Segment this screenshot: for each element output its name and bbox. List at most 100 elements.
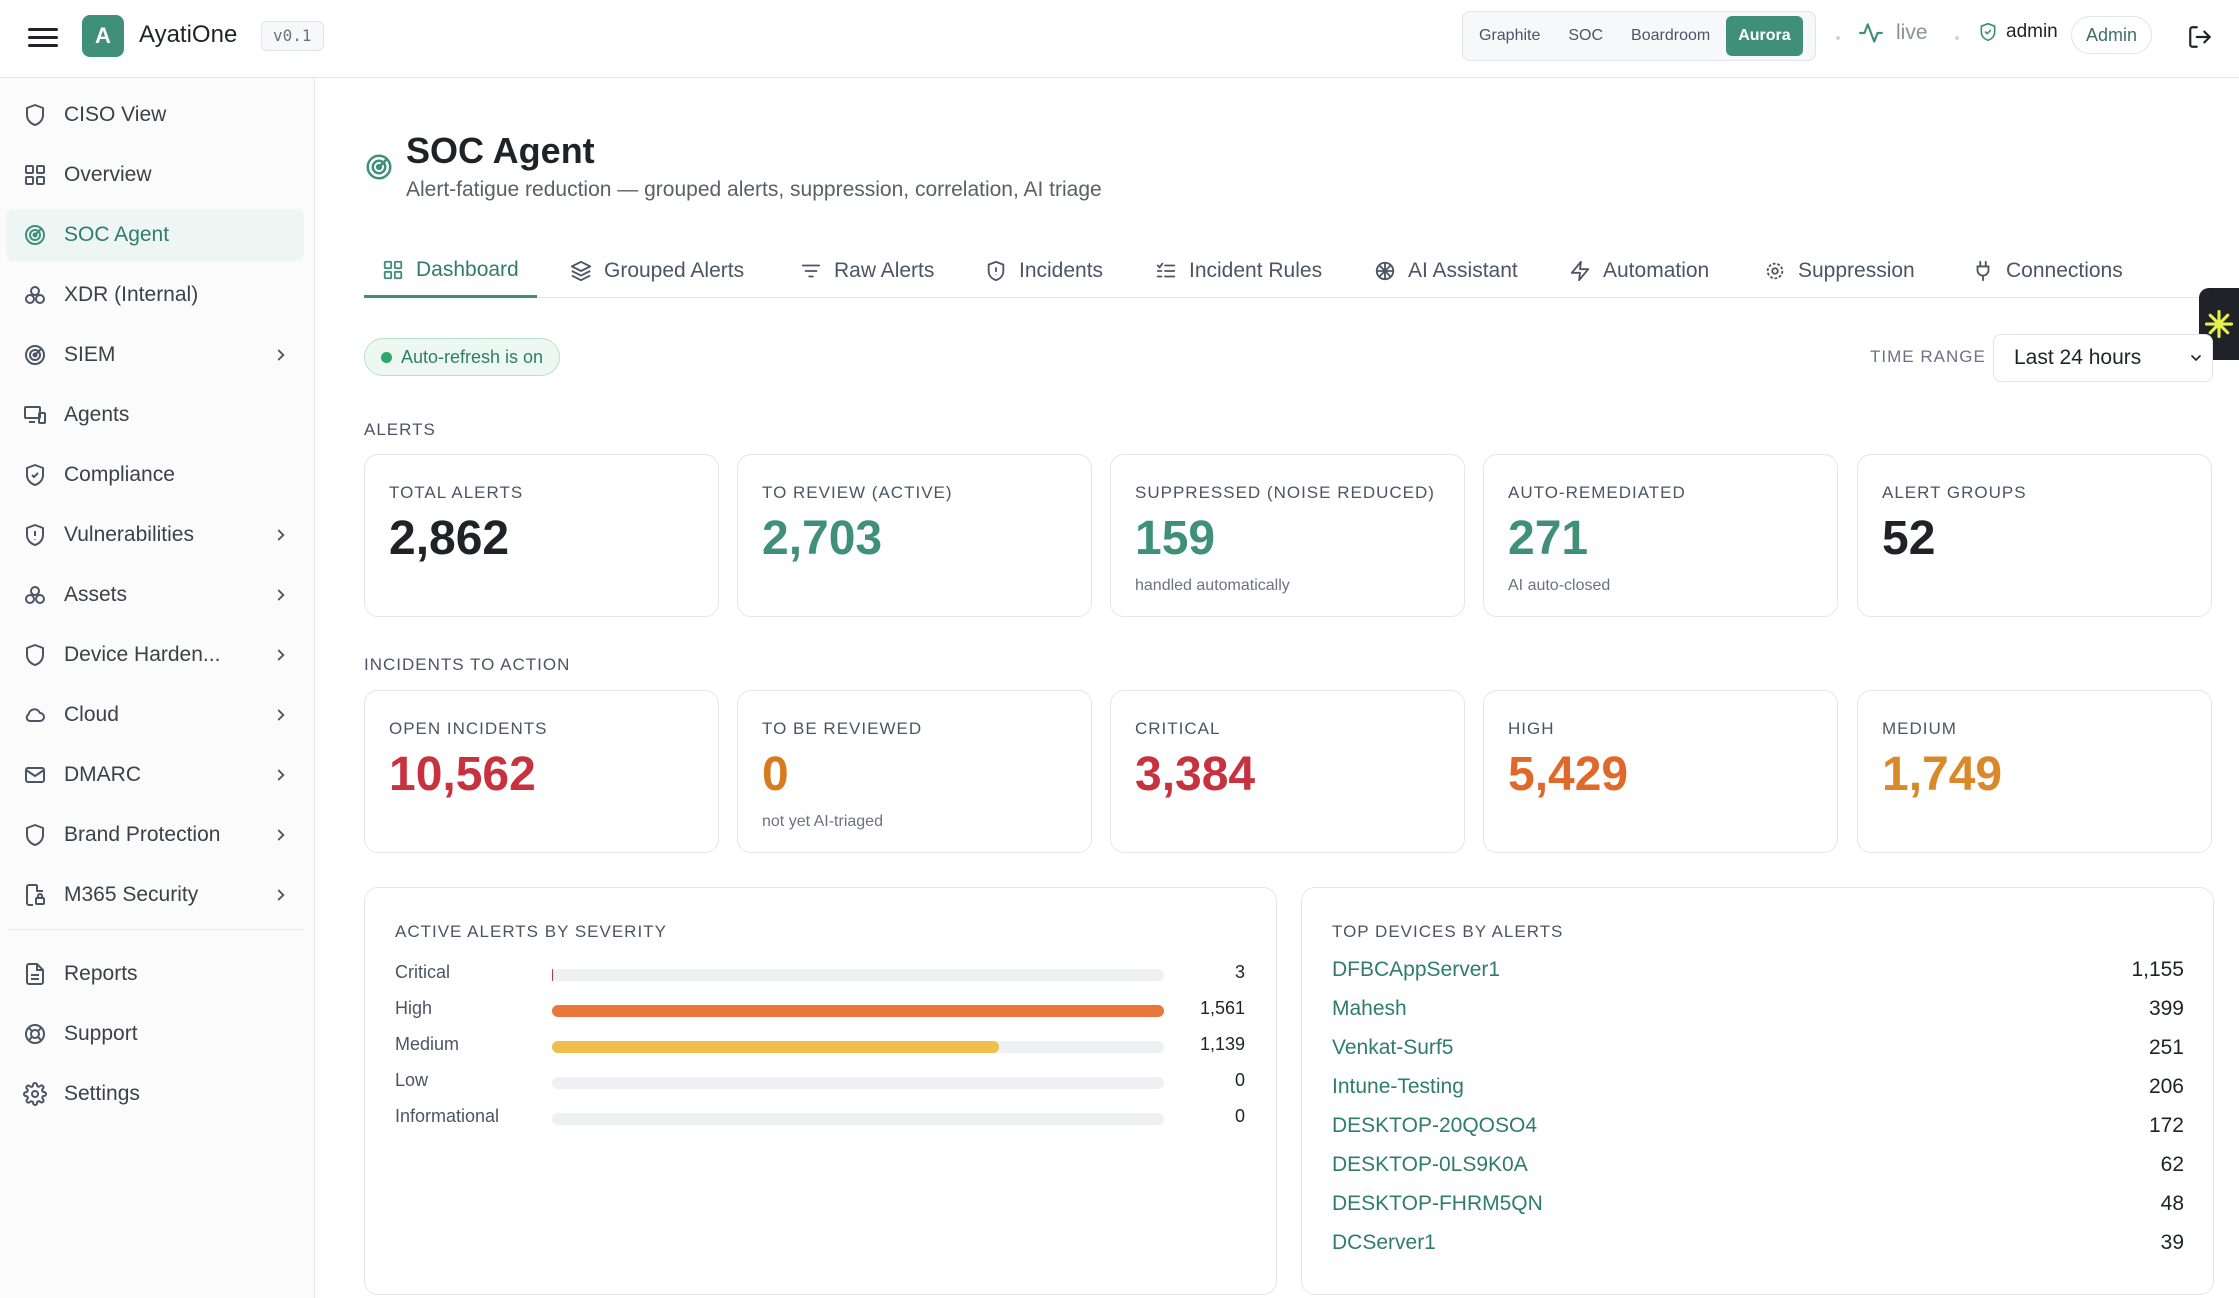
stat-value: 10,562: [389, 748, 536, 801]
stat-card-open-incidents[interactable]: OPEN INCIDENTS 10,562: [364, 690, 719, 853]
role-badge[interactable]: Admin: [2071, 16, 2153, 54]
device-row[interactable]: DESKTOP-0LS9K0A 62: [1332, 1151, 2184, 1181]
severity-row-medium[interactable]: Medium 1,139: [395, 1030, 1245, 1060]
sidebar-item-ciso-view[interactable]: CISO View: [6, 89, 304, 141]
stat-card-to-review[interactable]: TO REVIEW (ACTIVE) 2,703: [737, 454, 1092, 617]
menu-icon[interactable]: [28, 24, 58, 54]
grid-icon: [25, 165, 45, 185]
device-name-link[interactable]: DFBCAppServer1: [1332, 958, 1501, 981]
stat-card-high[interactable]: HIGH 5,429: [1483, 690, 1838, 853]
device-name-link[interactable]: Venkat-Surf5: [1332, 1036, 1454, 1059]
severity-row-high[interactable]: High 1,561: [395, 994, 1245, 1024]
sidebar-item-device-hardening[interactable]: Device Harden...: [6, 629, 304, 681]
device-name-link[interactable]: DCServer1: [1332, 1231, 1436, 1254]
tab-ai-assistant[interactable]: AI Assistant: [1356, 244, 1536, 298]
device-name-link[interactable]: Mahesh: [1332, 997, 1407, 1020]
tab-incident-rules[interactable]: Incident Rules: [1137, 244, 1340, 298]
stat-note: not yet AI-triaged: [762, 813, 883, 830]
device-row[interactable]: DCServer1 39: [1332, 1229, 2184, 1259]
sidebar-item-siem[interactable]: SIEM: [6, 329, 304, 381]
device-row[interactable]: Venkat-Surf5 251: [1332, 1034, 2184, 1064]
sidebar-item-label: DMARC: [64, 763, 141, 786]
severity-row-informational[interactable]: Informational 0: [395, 1102, 1245, 1132]
chevron-right-icon: [277, 649, 285, 661]
device-row[interactable]: Mahesh 399: [1332, 995, 2184, 1025]
sidebar-item-m365-security[interactable]: M365 Security: [6, 869, 304, 921]
separator-dot: [1836, 36, 1840, 40]
sidebar-item-assets[interactable]: Assets: [6, 569, 304, 621]
severity-row-critical[interactable]: Critical 3: [395, 958, 1245, 988]
device-row[interactable]: DFBCAppServer1 1,155: [1332, 956, 2184, 986]
stat-card-suppressed[interactable]: SUPPRESSED (NOISE REDUCED) 159 handled a…: [1110, 454, 1465, 617]
device-row[interactable]: DESKTOP-20QOSO4 172: [1332, 1112, 2184, 1142]
theme-soc-button[interactable]: SOC: [1568, 27, 1604, 44]
top-devices-panel: TOP DEVICES BY ALERTS DFBCAppServer1 1,1…: [1301, 887, 2214, 1295]
tab-label: Automation: [1603, 259, 1710, 282]
tab-connections[interactable]: Connections: [1954, 244, 2141, 298]
logout-icon[interactable]: [2187, 24, 2213, 50]
biohazard-icon: [25, 286, 45, 304]
sidebar-item-overview[interactable]: Overview: [6, 149, 304, 201]
sidebar-item-settings[interactable]: Settings: [6, 1068, 304, 1120]
sidebar-item-label: Brand Protection: [64, 823, 221, 846]
shield-icon: [26, 644, 44, 666]
theme-switcher: Graphite SOC Boardroom Aurora: [1462, 11, 1816, 61]
severity-bar-fill: [552, 1041, 999, 1053]
sidebar-item-support[interactable]: Support: [6, 1008, 304, 1060]
theme-graphite-button[interactable]: Graphite: [1479, 27, 1541, 44]
theme-boardroom-button[interactable]: Boardroom: [1631, 27, 1711, 44]
device-name-link[interactable]: DESKTOP-0LS9K0A: [1332, 1153, 1528, 1176]
version-badge: v0.1: [261, 21, 324, 51]
severity-bar-track: [552, 1041, 1164, 1053]
tab-incidents[interactable]: Incidents: [967, 244, 1121, 298]
sidebar-item-dmarc[interactable]: DMARC: [6, 749, 304, 801]
device-name-link[interactable]: Intune-Testing: [1332, 1075, 1464, 1098]
tab-suppression[interactable]: Suppression: [1746, 244, 1933, 298]
device-row[interactable]: DESKTOP-FHRM5QN 48: [1332, 1190, 2184, 1220]
stat-note: AI auto-closed: [1508, 577, 1611, 594]
stat-note: handled automatically: [1135, 577, 1290, 594]
shield-icon: [26, 104, 44, 126]
severity-row-low[interactable]: Low 0: [395, 1066, 1245, 1096]
auto-refresh-badge[interactable]: Auto-refresh is on: [364, 338, 561, 376]
stat-card-auto-remediated[interactable]: AUTO-REMEDIATED 271 AI auto-closed: [1483, 454, 1838, 617]
stat-card-medium[interactable]: MEDIUM 1,749: [1857, 690, 2212, 853]
sidebar-item-compliance[interactable]: Compliance: [6, 449, 304, 501]
severity-count: 3: [1234, 962, 1245, 982]
device-name-link[interactable]: DESKTOP-20QOSO4: [1332, 1114, 1538, 1137]
mail-icon: [25, 767, 45, 783]
tab-grouped-alerts[interactable]: Grouped Alerts: [552, 244, 762, 298]
tab-label: Connections: [2006, 259, 2123, 282]
theme-aurora-button[interactable]: Aurora: [1726, 16, 1803, 56]
device-alert-count: 399: [2148, 997, 2184, 1020]
activity-icon: [1859, 23, 1883, 43]
device-name-link[interactable]: DESKTOP-FHRM5QN: [1332, 1192, 1543, 1215]
tab-dashboard[interactable]: Dashboard: [364, 244, 537, 298]
stat-card-total-alerts[interactable]: TOTAL ALERTS 2,862: [364, 454, 719, 617]
live-indicator: live: [1858, 20, 1928, 46]
sidebar-item-soc-agent[interactable]: SOC Agent: [6, 209, 304, 261]
stat-card-alert-groups[interactable]: ALERT GROUPS 52: [1857, 454, 2212, 617]
severity-count: 0: [1234, 1106, 1245, 1126]
stat-value: 2,862: [389, 512, 510, 565]
chevron-right-icon: [277, 769, 285, 781]
device-row[interactable]: Intune-Testing 206: [1332, 1073, 2184, 1103]
stat-value: 271: [1508, 512, 1589, 565]
stat-card-to-be-reviewed[interactable]: TO BE REVIEWED 0 not yet AI-triaged: [737, 690, 1092, 853]
panel-title: TOP DEVICES BY ALERTS: [1332, 922, 1564, 941]
time-range-select[interactable]: Last 24 hours: [1993, 334, 2213, 382]
sidebar-item-xdr[interactable]: XDR (Internal): [6, 269, 304, 321]
sidebar-item-vulnerabilities[interactable]: Vulnerabilities: [6, 509, 304, 561]
tab-automation[interactable]: Automation: [1551, 244, 1727, 298]
list-check-icon: [1156, 262, 1176, 278]
stat-label: ALERT GROUPS: [1882, 483, 2027, 502]
sidebar-item-agents[interactable]: Agents: [6, 389, 304, 441]
sidebar-item-brand-protection[interactable]: Brand Protection: [6, 809, 304, 861]
sidebar-item-cloud[interactable]: Cloud: [6, 689, 304, 741]
panel-title: ACTIVE ALERTS BY SEVERITY: [395, 922, 667, 941]
stat-card-critical[interactable]: CRITICAL 3,384: [1110, 690, 1465, 853]
device-alert-count: 251: [2148, 1036, 2184, 1059]
tab-raw-alerts[interactable]: Raw Alerts: [782, 244, 952, 298]
devices-icon: [24, 406, 46, 424]
sidebar-item-reports[interactable]: Reports: [6, 948, 304, 1000]
